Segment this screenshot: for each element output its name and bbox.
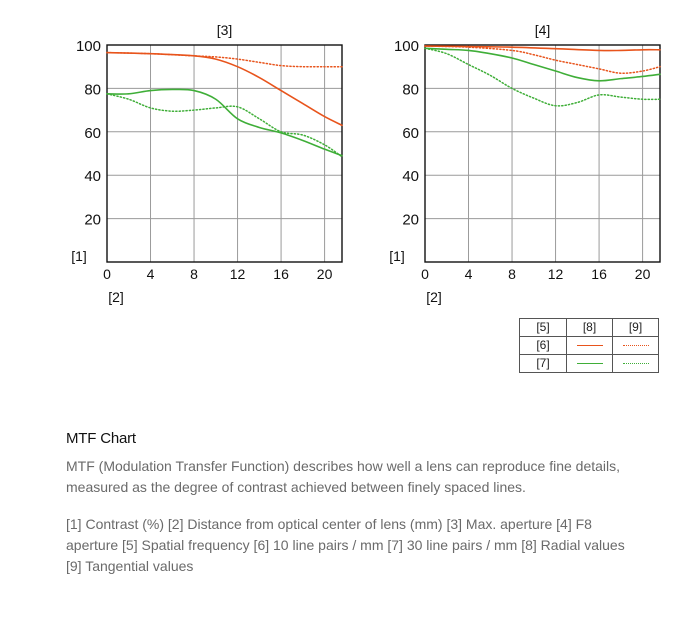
key-paragraph: [1] Contrast (%) [2] Distance from optic…	[66, 516, 625, 574]
chart1-ytick-60: 60	[84, 125, 101, 142]
description-heading: MTF Chart	[66, 430, 136, 447]
chart2-xtick-12: 12	[548, 266, 564, 282]
chart1-xtick-16: 16	[273, 266, 289, 282]
chart2-series-3	[424, 47, 661, 107]
chart1-series-3	[106, 93, 343, 158]
legend-swatch-30lp-tangential	[622, 363, 649, 365]
legend-header-frequency: [5]	[519, 318, 567, 337]
chart1-ylabel: [1]	[71, 248, 87, 264]
chart2-series-1	[424, 45, 661, 75]
chart1-xtick-4: 4	[147, 266, 155, 282]
chart1-xtick-12: 12	[230, 266, 246, 282]
legend-row-30lp: [7]	[519, 354, 659, 373]
chart2-ytick-60: 60	[402, 125, 419, 142]
legend-swatch-10lp-tangential	[622, 345, 649, 347]
chart1-xtick-20: 20	[317, 266, 333, 282]
description-paragraph: MTF (Modulation Transfer Function) descr…	[66, 458, 621, 495]
chart2-xtick-20: 20	[635, 266, 651, 282]
chart1-frame	[106, 44, 343, 263]
chart2-xtick-8: 8	[508, 266, 516, 282]
chart2-xlabel: [2]	[426, 289, 442, 305]
chart2-frame	[424, 44, 661, 263]
legend-header-tangential: [9]	[612, 318, 659, 337]
chart2-ytick-80: 80	[402, 81, 419, 98]
chart1-xtick-8: 8	[190, 266, 198, 282]
legend-swatch-10lp-radial	[576, 345, 603, 347]
chart2-xtick-16: 16	[591, 266, 607, 282]
legend-label-30lp: [7]	[519, 354, 567, 373]
chart1-xtick-0: 0	[103, 266, 111, 282]
chart1-series-1	[106, 51, 343, 68]
chart1-ytick-100: 100	[76, 38, 101, 55]
chart1-title: [3]	[217, 22, 233, 38]
chart1-ytick-80: 80	[84, 81, 101, 98]
chart2-series-0	[424, 45, 661, 52]
legend-header-row: [5] [8] [9]	[519, 318, 659, 337]
chart1-xlabel: [2]	[108, 289, 124, 305]
chart2-ytick-20: 20	[402, 212, 419, 229]
legend-label-10lp: [6]	[519, 336, 567, 355]
chart2-xtick-0: 0	[421, 266, 429, 282]
chart2-xtick-4: 4	[465, 266, 473, 282]
chart1-series-2	[106, 88, 343, 157]
chart2-series-2	[424, 47, 661, 82]
legend-header-radial: [8]	[566, 318, 613, 337]
chart1-ytick-40: 40	[84, 168, 101, 185]
chart2-ylabel: [1]	[389, 248, 405, 264]
chart1-ytick-20: 20	[84, 212, 101, 229]
chart1-series-0	[106, 51, 343, 127]
legend-row-10lp: [6]	[519, 336, 659, 355]
chart2-ytick-40: 40	[402, 168, 419, 185]
legend-table: [5] [8] [9] [6] [7]	[519, 318, 659, 373]
chart2-title: [4]	[535, 22, 551, 38]
chart2-ytick-100: 100	[394, 38, 419, 55]
description-block: MTF Chart MTF (Modulation Transfer Funct…	[66, 430, 626, 593]
legend-swatch-30lp-radial	[576, 363, 603, 365]
